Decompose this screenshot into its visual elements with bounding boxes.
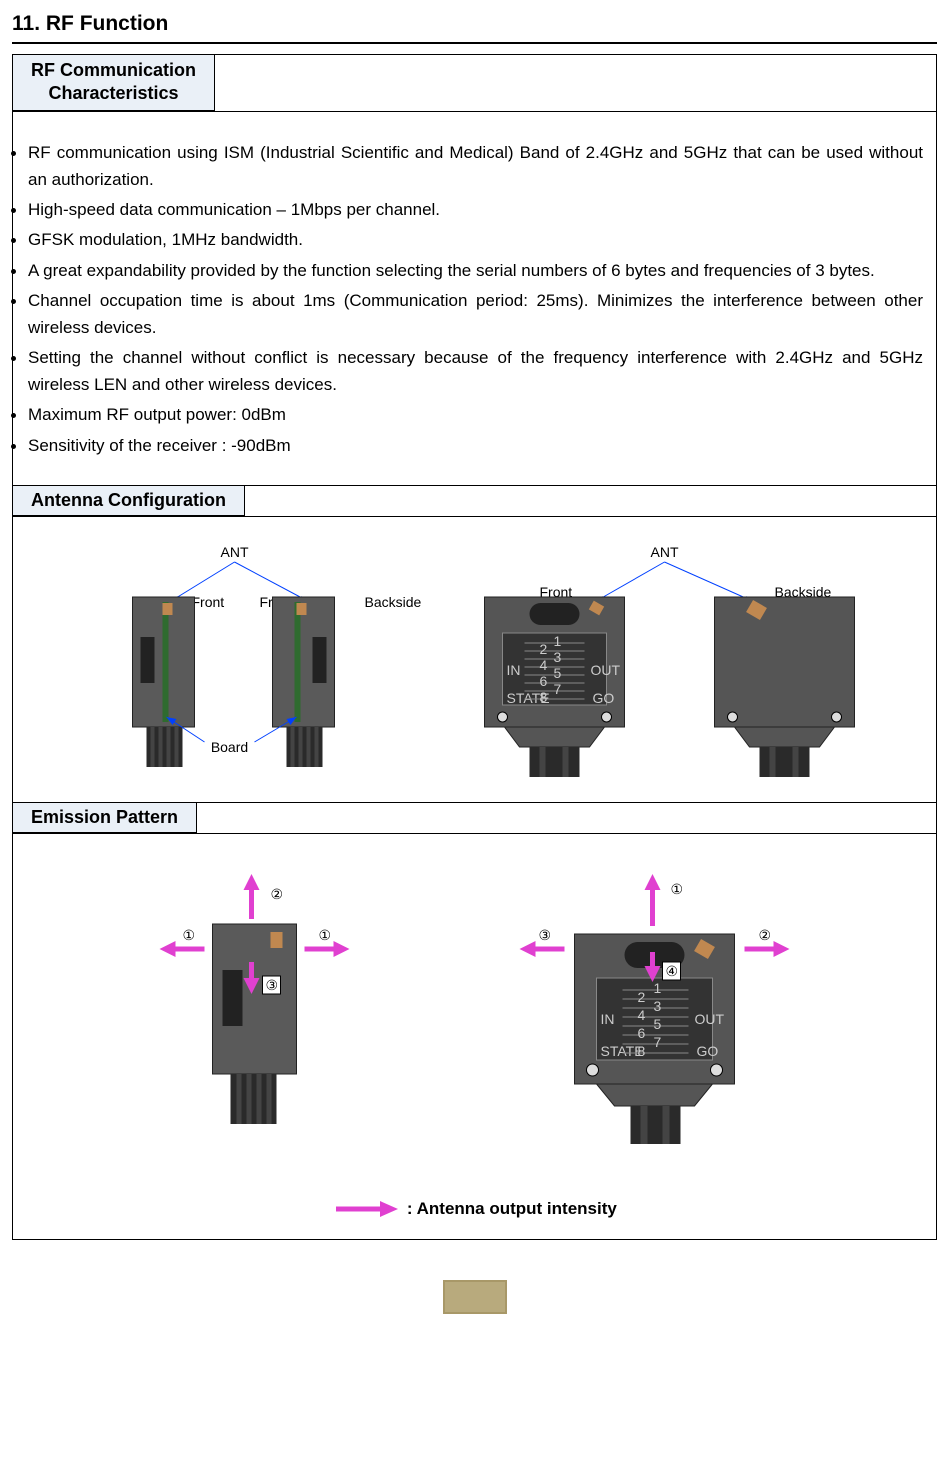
- label-c1: ①: [671, 881, 684, 897]
- svg-text:3: 3: [554, 649, 562, 665]
- label-front: Front: [192, 594, 225, 610]
- svg-text:7: 7: [554, 681, 562, 697]
- svg-text:8: 8: [638, 1043, 646, 1059]
- label-backside: Backside: [365, 594, 422, 610]
- svg-text:2: 2: [540, 641, 548, 657]
- label-c1: ①: [319, 927, 332, 943]
- svg-text:IN: IN: [601, 1011, 615, 1027]
- svg-text:1: 1: [554, 633, 562, 649]
- svg-text:5: 5: [554, 665, 562, 681]
- label-c2: ②: [271, 886, 284, 902]
- bullet-item: High-speed data communication – 1Mbps pe…: [28, 195, 923, 223]
- emission-left-icon: [213, 924, 297, 1124]
- legend-text: : Antenna output intensity: [407, 1199, 617, 1218]
- label-go: GO: [593, 690, 615, 706]
- footer-box-icon: [443, 1280, 507, 1314]
- arrowhead-icon: [645, 874, 661, 890]
- title-rule: [12, 42, 937, 44]
- svg-text:6: 6: [540, 673, 548, 689]
- sensor-front-icon: IN OUT STATE GO 1 2 3 4 5 6 7 8: [485, 597, 625, 777]
- label-ant: ANT: [221, 544, 249, 560]
- svg-text:GO: GO: [697, 1043, 719, 1059]
- characteristics-list: RF communication using ISM (Industrial S…: [14, 130, 935, 467]
- arrowhead-icon: [520, 941, 536, 957]
- bullet-item: GFSK modulation, 1MHz bandwidth.: [28, 225, 923, 253]
- antenna-diagram: ANT Front Front Backside: [23, 527, 926, 787]
- main-table: RF Communication Characteristics RF comm…: [12, 54, 937, 1240]
- section-header-emission: Emission Pattern: [13, 803, 197, 833]
- label-c3: ③: [539, 927, 552, 943]
- svg-text:OUT: OUT: [695, 1011, 725, 1027]
- label-c3: ③: [266, 977, 279, 993]
- label-in: IN: [507, 662, 521, 678]
- lead-line: [665, 562, 755, 602]
- arrowhead-icon: [774, 941, 790, 957]
- bullet-item: Setting the channel without conflict is …: [28, 343, 923, 398]
- sensor-side-icon: [273, 597, 335, 767]
- sensor-side-icon: [133, 597, 195, 767]
- arrowhead-icon: [160, 941, 176, 957]
- sensor-back-icon: [715, 597, 855, 777]
- emission-diagram: ② ① ① ③ IN OUT STATE GO 1 2 3: [23, 844, 926, 1184]
- svg-text:8: 8: [540, 689, 548, 705]
- label-c2: ②: [759, 927, 772, 943]
- bullet-item: Channel occupation time is about 1ms (Co…: [28, 286, 923, 341]
- section-header-rf: RF Communication Characteristics: [13, 55, 215, 111]
- bullet-item: A great expandability provided by the fu…: [28, 256, 923, 284]
- label-c4: ④: [666, 963, 679, 979]
- label-board: Board: [211, 739, 248, 755]
- svg-text:3: 3: [654, 998, 662, 1014]
- svg-text:2: 2: [638, 989, 646, 1005]
- label-out: OUT: [591, 662, 621, 678]
- lead-line: [595, 562, 665, 602]
- section-header-antenna: Antenna Configuration: [13, 486, 245, 516]
- svg-text:5: 5: [654, 1016, 662, 1032]
- bullet-item: Sensitivity of the receiver : -90dBm: [28, 431, 923, 459]
- arrowhead-icon: [334, 941, 350, 957]
- arrowhead-icon: [244, 874, 260, 890]
- svg-text:7: 7: [654, 1034, 662, 1050]
- page-title: 11. RF Function: [12, 12, 937, 36]
- svg-text:4: 4: [638, 1007, 646, 1023]
- svg-text:4: 4: [540, 657, 548, 673]
- label-c1: ①: [183, 927, 196, 943]
- svg-text:1: 1: [654, 980, 662, 996]
- bullet-item: Maximum RF output power: 0dBm: [28, 400, 923, 428]
- bullet-item: RF communication using ISM (Industrial S…: [28, 138, 923, 193]
- legend-row: : Antenna output intensity: [23, 1189, 926, 1230]
- svg-text:6: 6: [638, 1025, 646, 1041]
- label-ant: ANT: [651, 544, 679, 560]
- legend-arrow-icon: [332, 1199, 402, 1219]
